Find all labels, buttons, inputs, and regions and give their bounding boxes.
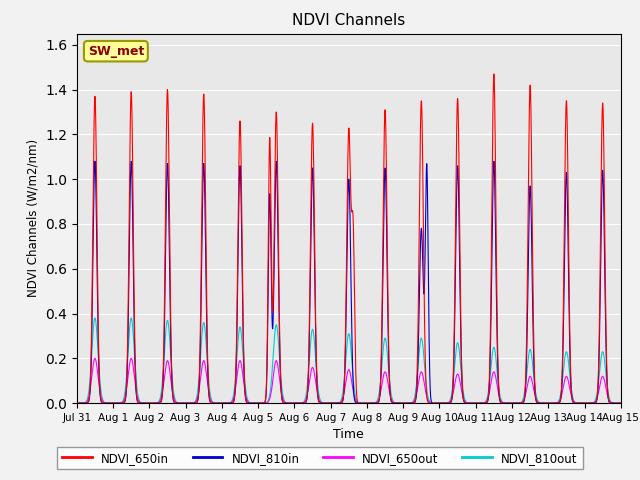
Text: SW_met: SW_met	[88, 45, 144, 58]
Title: NDVI Channels: NDVI Channels	[292, 13, 405, 28]
X-axis label: Time: Time	[333, 429, 364, 442]
Legend: NDVI_650in, NDVI_810in, NDVI_650out, NDVI_810out: NDVI_650in, NDVI_810in, NDVI_650out, NDV…	[58, 447, 582, 469]
Y-axis label: NDVI Channels (W/m2/nm): NDVI Channels (W/m2/nm)	[26, 139, 40, 298]
